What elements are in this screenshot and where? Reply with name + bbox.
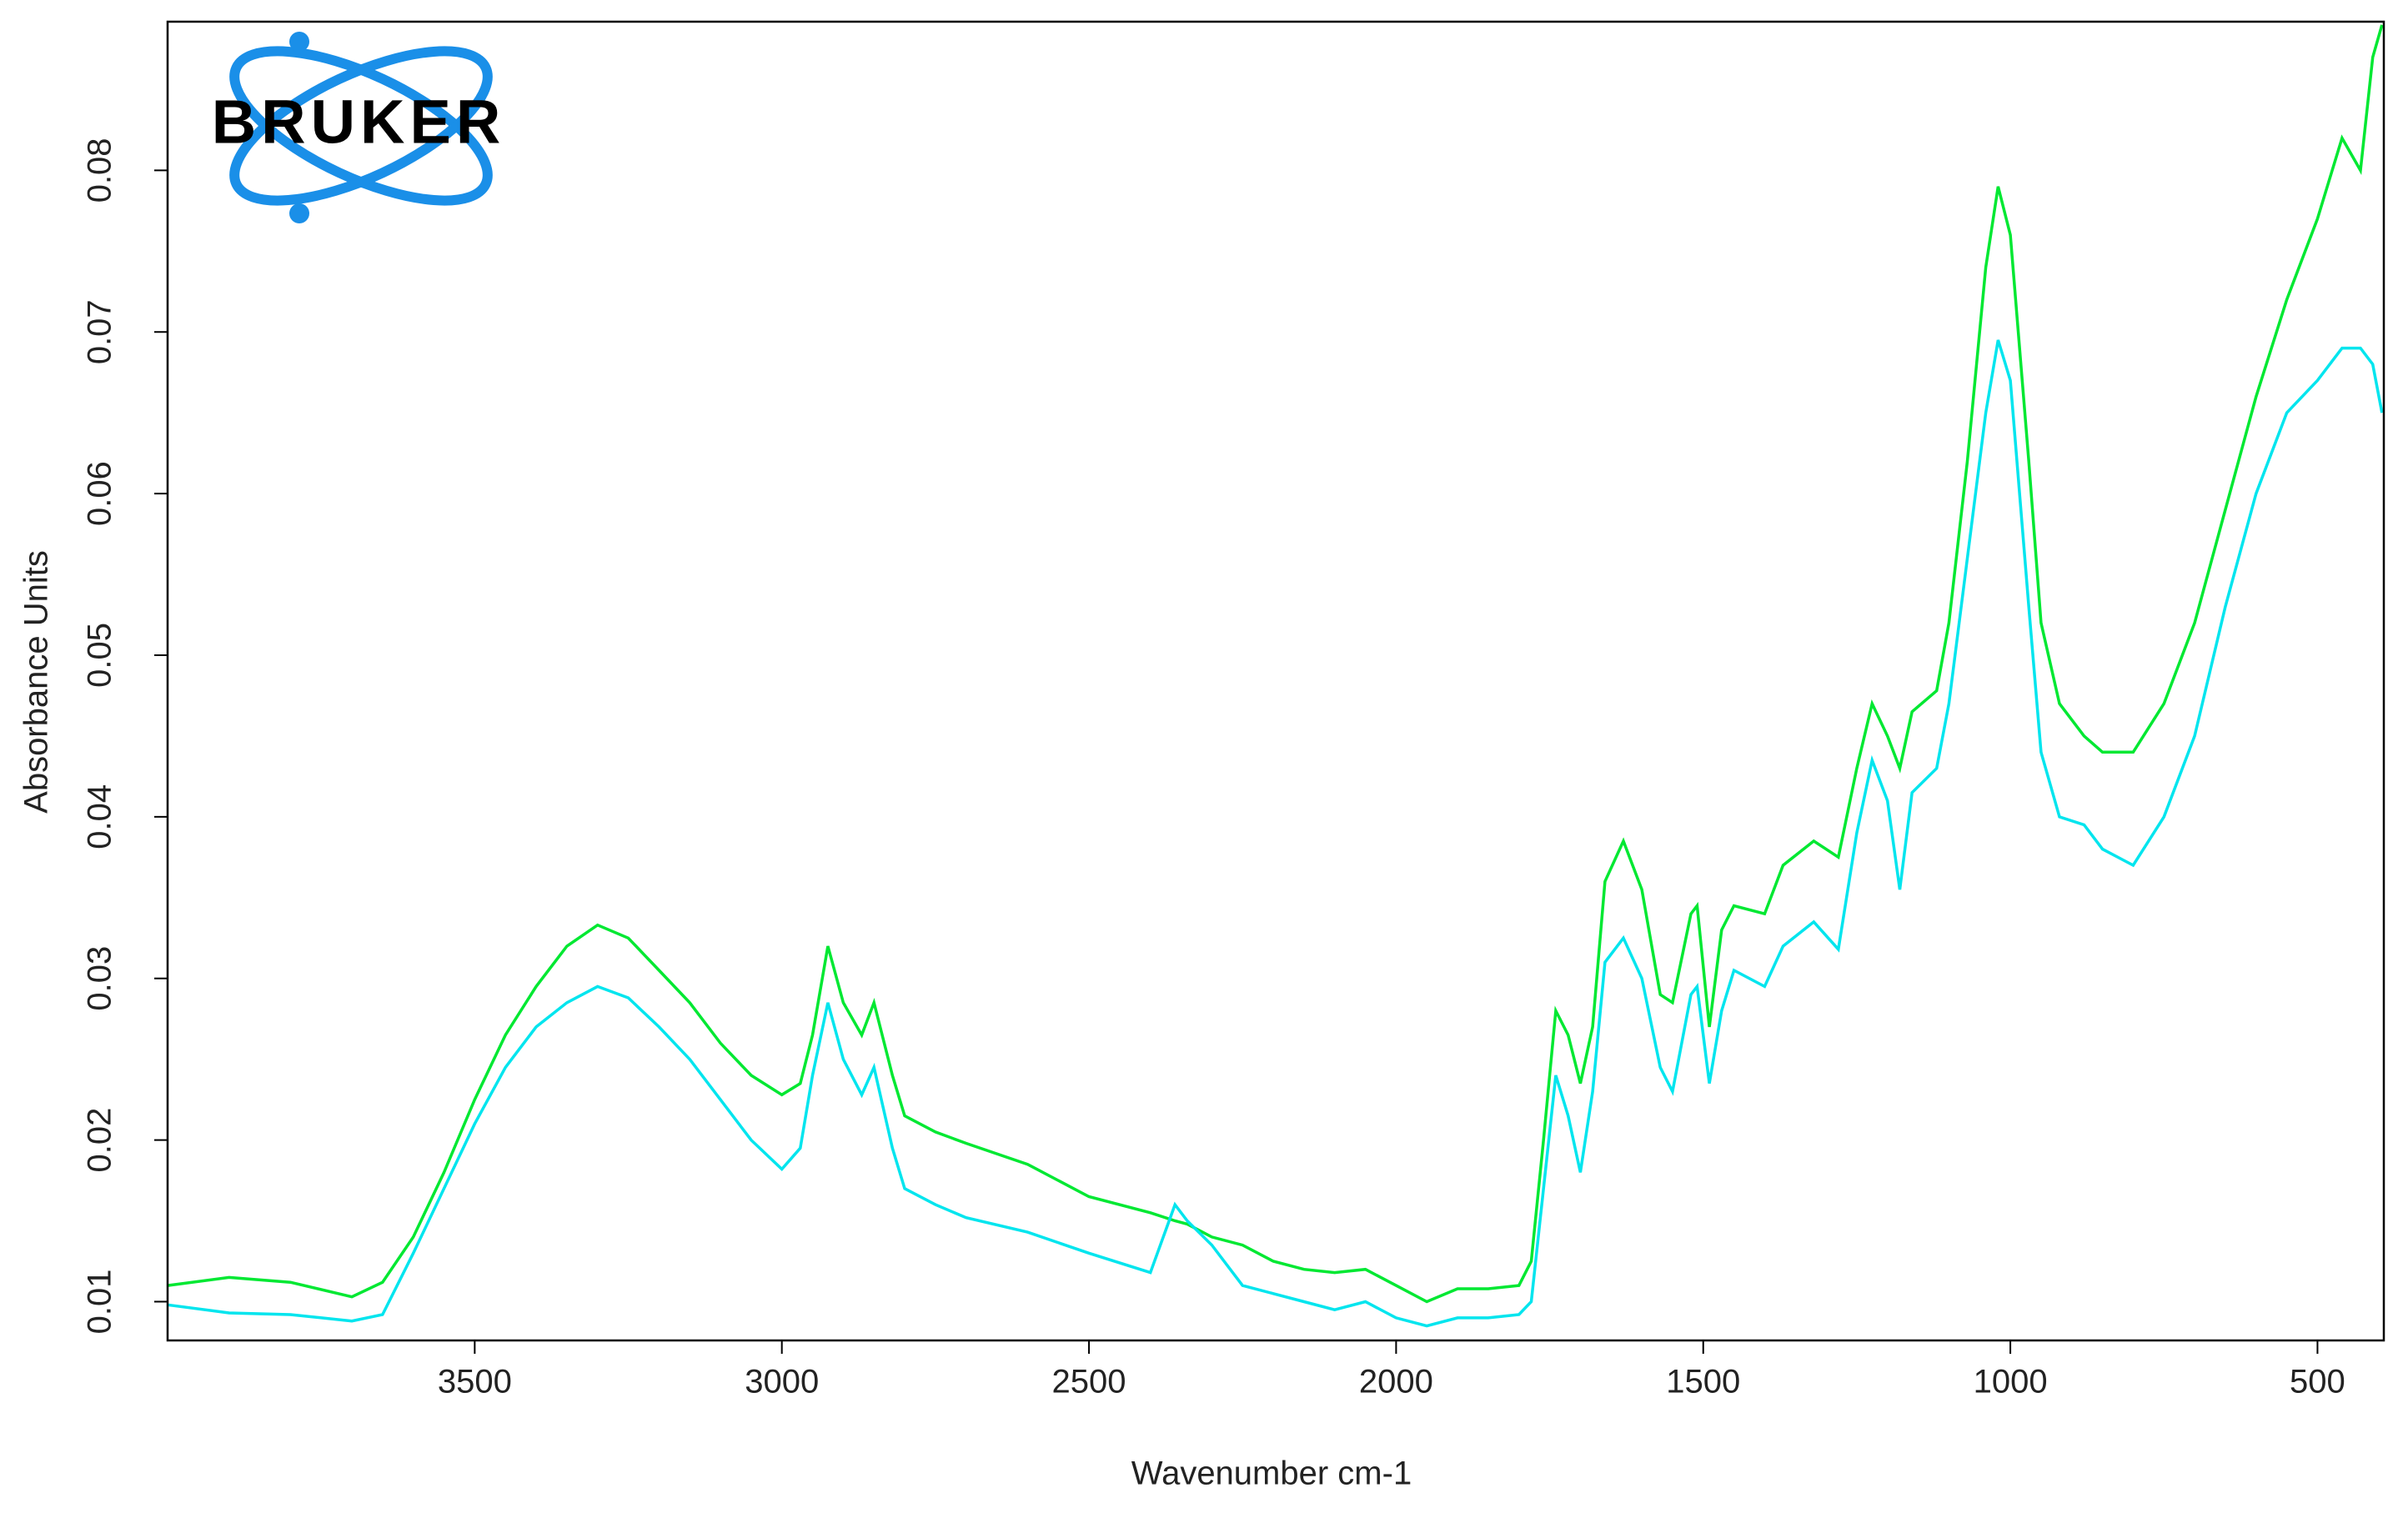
logo-orbit — [229, 46, 493, 206]
logo-dot — [289, 203, 309, 223]
y-tick-label: 0.06 — [82, 461, 118, 526]
y-tick-label: 0.04 — [82, 784, 118, 849]
y-tick-label: 0.05 — [82, 623, 118, 688]
logo-orbit — [229, 46, 493, 206]
y-tick-label: 0.03 — [82, 946, 118, 1011]
logo-text: BRUKER — [212, 88, 506, 157]
x-axis-label: Wavenumber cm-1 — [1131, 1455, 1412, 1492]
y-tick-label: 0.02 — [82, 1108, 118, 1173]
plot-frame — [166, 20, 2385, 1342]
x-tick-label: 3500 — [438, 1364, 512, 1400]
x-tick-label: 2500 — [1052, 1364, 1126, 1400]
y-tick-label: 0.08 — [82, 138, 118, 203]
x-tick-label: 3000 — [745, 1364, 819, 1400]
x-tick-label: 1500 — [1666, 1364, 1740, 1400]
spectrum-line — [167, 24, 2384, 1304]
spectrum-line — [167, 339, 2384, 1328]
x-tick-label: 500 — [2290, 1364, 2345, 1400]
x-tick-label: 2000 — [1359, 1364, 1433, 1400]
y-tick-label: 0.07 — [82, 299, 118, 364]
logo-dot — [289, 32, 309, 52]
x-tick-label: 1000 — [1974, 1364, 2048, 1400]
y-tick-label: 0.01 — [82, 1270, 118, 1335]
logo: BRUKER — [212, 32, 506, 223]
y-axis-label: Absorbance Units — [18, 550, 55, 814]
